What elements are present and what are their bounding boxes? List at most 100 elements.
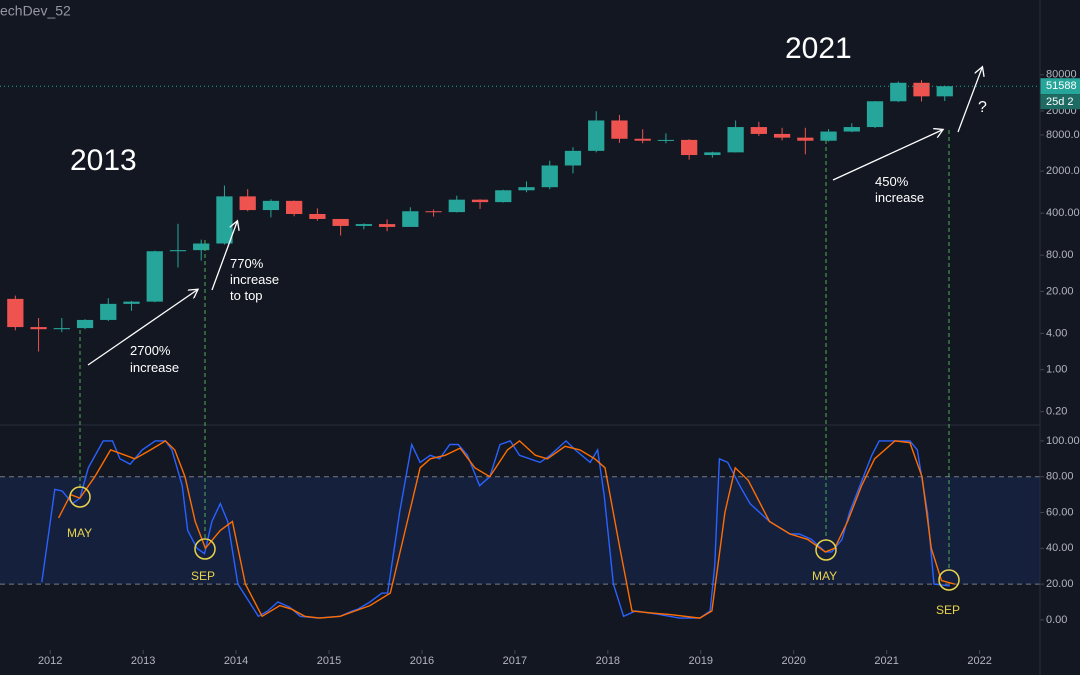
circles xyxy=(69,486,960,591)
annotation: 450% increase xyxy=(875,174,924,205)
annotation-line: 770% xyxy=(230,256,264,271)
x-tick-label: 2022 xyxy=(967,655,991,667)
arrow xyxy=(87,290,197,366)
price-label: 51588 xyxy=(1046,80,1077,92)
candle-body xyxy=(564,150,582,166)
candle-body xyxy=(216,196,233,244)
y-tick-label: 4.00 xyxy=(1046,327,1067,339)
x-tick-label: 2015 xyxy=(317,655,341,667)
annotation-line: 2021 xyxy=(785,32,852,65)
candle-body xyxy=(100,303,117,320)
y-tick-label: 0.00 xyxy=(1046,614,1067,626)
candle-body xyxy=(727,127,744,153)
candle-body xyxy=(123,301,140,304)
candle-body xyxy=(518,187,535,191)
candle-body xyxy=(193,243,210,251)
annotation: MAY xyxy=(812,569,837,583)
arrows xyxy=(87,68,982,366)
candle-body xyxy=(169,250,187,252)
x-tick-label: 2018 xyxy=(596,655,620,667)
candle-body xyxy=(53,328,70,330)
candle-body xyxy=(634,138,651,141)
candle-body xyxy=(773,133,791,138)
arrow xyxy=(832,130,942,181)
annotation: MAY xyxy=(67,526,92,540)
candle-body xyxy=(286,200,303,215)
candle-body xyxy=(495,190,512,203)
annotation-line: ? xyxy=(978,99,987,116)
candle-body xyxy=(797,137,814,141)
y-tick-label: 1.00 xyxy=(1046,364,1067,376)
candle-body xyxy=(76,319,94,329)
candle-body xyxy=(750,127,767,134)
candle-body xyxy=(471,199,489,203)
annotation-line: 2013 xyxy=(70,144,137,177)
candle-body xyxy=(332,218,349,226)
annotation-line: increase xyxy=(875,190,924,205)
y-tick-label: 40.00 xyxy=(1046,542,1074,554)
plot-layer: 0.20 1.00 4.00 20.00 80.00 400.00 2000.0 8000.0… xyxy=(0,69,1080,667)
candle-body xyxy=(309,214,326,219)
candle-body xyxy=(890,82,907,102)
y-tick-label: 80.00 xyxy=(1046,471,1074,483)
x-tick-label: 2014 xyxy=(224,655,248,667)
annotation: ? xyxy=(978,99,987,116)
candle-body xyxy=(681,139,698,156)
candle-body xyxy=(378,224,396,227)
highlight-circle xyxy=(938,569,960,591)
y-tick-label: 80000 xyxy=(1046,69,1077,81)
candle-body xyxy=(448,199,465,213)
annotation-line: to top xyxy=(230,288,263,303)
highlight-circle xyxy=(194,538,216,560)
annotation-line: 2700% xyxy=(130,343,171,358)
countdown-label: 25d 2 xyxy=(1046,96,1074,108)
candle-body xyxy=(541,165,558,188)
y-tick-label: 8000.0 xyxy=(1046,129,1080,141)
y-tick-label: 20.00 xyxy=(1046,578,1074,590)
x-tick-label: 2017 xyxy=(503,655,527,667)
y-tick-label: 400.00 xyxy=(1046,207,1080,219)
y-tick-label: 80.00 xyxy=(1046,249,1074,261)
candle-body xyxy=(704,152,721,156)
stoch-line xyxy=(57,439,955,619)
candle-body xyxy=(843,127,860,132)
price-tag xyxy=(1040,78,1080,95)
x-tick-label: 2021 xyxy=(874,655,898,667)
highlight-circle xyxy=(815,539,837,561)
candle-body xyxy=(355,224,372,226)
annotation: 770% increase to top xyxy=(230,256,283,303)
candle-body xyxy=(611,120,628,139)
y-tick-label: 100.00 xyxy=(1046,435,1080,447)
candle-body xyxy=(402,211,419,227)
x-tick-label: 2013 xyxy=(131,655,155,667)
y-tick-label: 2000.0 xyxy=(1046,165,1080,177)
guides xyxy=(79,130,950,570)
annotation-line: increase xyxy=(130,360,179,375)
y-tick-label: 60.00 xyxy=(1046,506,1074,518)
candle-body xyxy=(936,86,953,97)
candle-body xyxy=(425,211,442,213)
candle-body xyxy=(7,298,24,328)
candle-body xyxy=(262,200,280,211)
highlight-circle xyxy=(69,486,91,508)
x-tick-label: 2019 xyxy=(689,655,713,667)
candle-body xyxy=(239,196,256,211)
x-tick-label: 2020 xyxy=(781,655,805,667)
annotation: SEP xyxy=(936,603,960,617)
countdown-tag xyxy=(1040,94,1080,110)
annotation: 2700% increase xyxy=(130,343,179,375)
watermark: echDev_52 xyxy=(0,3,71,19)
stoch-line xyxy=(41,439,950,619)
annotation: 2021 xyxy=(785,32,852,65)
arrow xyxy=(211,222,237,291)
annotation: SEP xyxy=(191,569,215,583)
annotation-line: increase xyxy=(230,272,279,287)
y-tick-label: 0.20 xyxy=(1046,406,1067,418)
candle-body xyxy=(657,139,675,141)
band xyxy=(0,476,1040,585)
arrow xyxy=(957,68,982,133)
candle-body xyxy=(866,101,884,128)
